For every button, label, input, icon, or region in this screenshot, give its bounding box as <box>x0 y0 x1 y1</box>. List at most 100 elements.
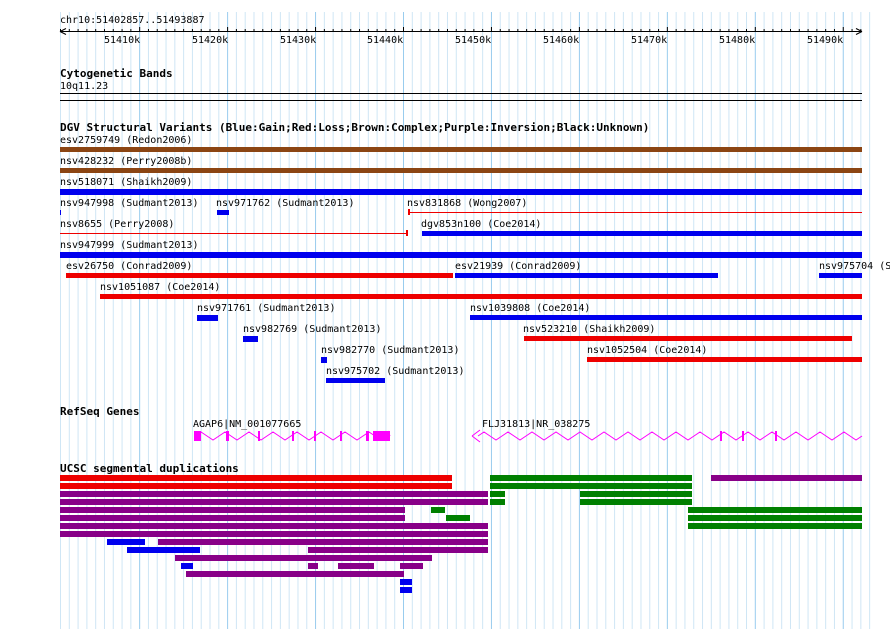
gene-exon <box>742 431 744 441</box>
refseq-gene-label[interactable]: FLJ31813|NR_038275 <box>482 419 591 430</box>
dgv-feature-label[interactable]: nsv8655 (Perry2008) <box>60 219 175 230</box>
dgv-feature-bar <box>60 210 61 215</box>
gene-exon <box>775 431 777 441</box>
segdup-feature-bar <box>400 579 412 585</box>
dgv-feature-bar <box>408 212 862 213</box>
dgv-feature-label[interactable]: nsv518071 (Shaikh2009) <box>60 177 193 188</box>
gene-exon <box>720 431 722 441</box>
segdup-feature-bar <box>490 483 692 489</box>
dgv-feature-label[interactable]: nsv1051087 (Coe2014) <box>100 282 221 293</box>
dgv-feature-bar <box>470 315 862 320</box>
segdup-feature-bar <box>711 475 862 481</box>
dgv-track-title[interactable]: DGV Structural Variants (Blue:Gain;Red:L… <box>60 121 650 134</box>
gene-exon <box>258 431 260 441</box>
segdup-feature-bar <box>431 507 445 513</box>
dgv-feature-label[interactable]: nsv975704 (S <box>819 261 890 272</box>
dgv-feature-bar <box>408 209 410 215</box>
segdup-feature-bar <box>60 515 405 521</box>
dgv-feature-label[interactable]: nsv947999 (Sudmant2013) <box>60 240 199 251</box>
dgv-feature-bar <box>524 336 852 341</box>
segdup-feature-bar <box>308 547 488 553</box>
dgv-feature-label[interactable]: nsv982770 (Sudmant2013) <box>321 345 460 356</box>
gene-strand-arrow <box>471 429 481 443</box>
dgv-feature-label[interactable]: nsv831868 (Wong2007) <box>407 198 528 209</box>
dgv-feature-bar <box>66 273 453 278</box>
segdup-feature-bar <box>688 515 862 521</box>
dgv-feature-bar <box>60 147 862 152</box>
dgv-feature-bar <box>60 189 862 195</box>
dgv-feature-bar <box>60 252 862 258</box>
refseq-track-title[interactable]: RefSeq Genes <box>60 405 140 418</box>
segdup-feature-bar <box>308 563 318 569</box>
segdup-feature-bar <box>186 571 404 577</box>
dgv-feature-label[interactable]: nsv947998 (Sudmant2013) <box>60 198 199 209</box>
segdup-feature-bar <box>338 563 374 569</box>
dgv-feature-bar <box>60 233 406 234</box>
dgv-feature-label[interactable]: esv2759749 (Redon2006) <box>60 135 193 146</box>
segdup-feature-bar <box>400 587 412 593</box>
ruler-tick-label: 51490k <box>807 35 844 46</box>
gene-exon <box>314 431 316 441</box>
ruler-tick-label: 51470k <box>631 35 668 46</box>
segdup-feature-bar <box>181 563 193 569</box>
dgv-feature-label[interactable]: nsv523210 (Shaikh2009) <box>523 324 656 335</box>
segdup-feature-bar <box>127 547 200 553</box>
segdup-feature-bar <box>60 531 488 537</box>
ruler-tick-label: 51440k <box>367 35 404 46</box>
dgv-feature-bar <box>455 273 718 278</box>
dgv-feature-label[interactable]: nsv971761 (Sudmant2013) <box>197 303 336 314</box>
segdup-feature-bar <box>490 475 692 481</box>
dgv-feature-bar <box>587 357 862 362</box>
dgv-feature-bar <box>60 168 862 173</box>
dgv-feature-label[interactable]: nsv428232 (Perry2008b) <box>60 156 193 167</box>
gene-exon <box>366 431 369 441</box>
segdup-feature-bar <box>158 539 488 545</box>
segdup-feature-bar <box>107 539 145 545</box>
dgv-feature-label[interactable]: esv26750 (Conrad2009) <box>66 261 193 272</box>
ruler-tick-label: 51430k <box>280 35 317 46</box>
segdup-feature-bar <box>60 507 405 513</box>
dgv-feature-bar <box>197 315 218 321</box>
dgv-feature-bar <box>819 273 862 278</box>
ruler-position-label: chr10:51402857..51493887 <box>60 15 205 26</box>
dgv-feature-label[interactable]: esv21939 (Conrad2009) <box>455 261 582 272</box>
dgv-feature-label[interactable]: nsv1052504 (Coe2014) <box>587 345 708 356</box>
segdup-feature-bar <box>400 563 423 569</box>
dgv-feature-label[interactable]: nsv982769 (Sudmant2013) <box>243 324 382 335</box>
gene-exon <box>292 431 294 441</box>
ruler-tick-label: 51480k <box>719 35 756 46</box>
segdup-feature-bar <box>60 491 488 497</box>
gene-exon <box>340 431 342 441</box>
dgv-feature-bar <box>100 294 862 299</box>
ruler-tick-label: 51410k <box>104 35 141 46</box>
dgv-feature-label[interactable]: nsv1039808 (Coe2014) <box>470 303 591 314</box>
dgv-feature-label[interactable]: nsv975702 (Sudmant2013) <box>326 366 465 377</box>
cytoband-label: 10q11.23 <box>60 81 109 92</box>
segdup-feature-bar <box>60 499 488 505</box>
segdup-feature-bar <box>60 523 488 529</box>
segdup-feature-bar <box>60 475 452 481</box>
refseq-gene-label[interactable]: AGAP6|NM_001077665 <box>193 419 302 430</box>
segdup-track-title[interactable]: UCSC segmental duplications <box>60 462 239 475</box>
gene-exon <box>373 431 390 441</box>
ruler-arrow <box>59 28 863 35</box>
dgv-feature-label[interactable]: dgv853n100 (Coe2014) <box>421 219 542 230</box>
dgv-feature-bar <box>406 230 408 236</box>
dgv-feature-label[interactable]: nsv971762 (Sudmant2013) <box>216 198 355 209</box>
gene-exon <box>194 431 201 441</box>
segdup-feature-bar <box>60 483 452 489</box>
dgv-feature-bar <box>321 357 327 363</box>
cytoband-track-title[interactable]: Cytogenetic Bands <box>60 67 173 80</box>
gene-exon <box>226 431 229 441</box>
segdup-feature-bar <box>490 499 505 505</box>
dgv-feature-bar <box>243 336 258 342</box>
segdup-feature-bar <box>490 491 505 497</box>
dgv-feature-bar <box>422 231 862 236</box>
segdup-feature-bar <box>688 507 862 513</box>
dgv-feature-bar <box>326 378 385 383</box>
dgv-feature-bar <box>217 210 229 215</box>
segdup-feature-bar <box>580 499 692 505</box>
gene-intron-line <box>477 431 863 441</box>
segdup-feature-bar <box>446 515 470 521</box>
